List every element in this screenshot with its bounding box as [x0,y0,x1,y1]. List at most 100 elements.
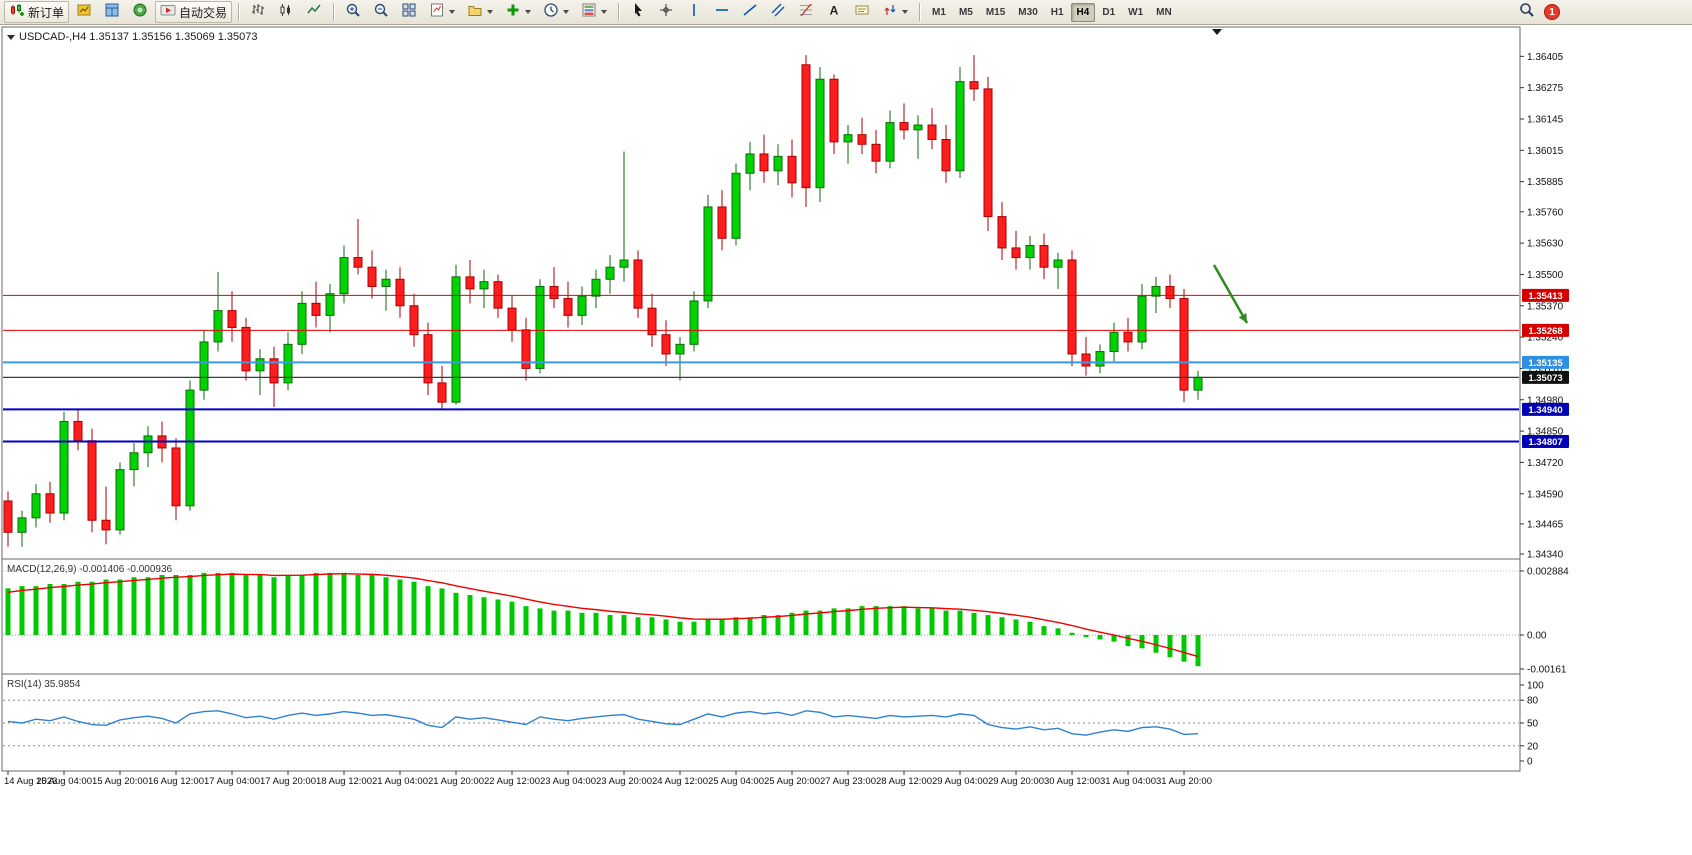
chart-menu-icon[interactable] [7,34,15,40]
timeframe-button-m15[interactable]: M15 [985,6,1006,18]
chart-shift-marker[interactable] [1212,29,1222,35]
price-axis-label: 1.34340 [1527,550,1564,561]
price-axis-label: 1.34980 [1527,395,1564,406]
vertical-line-button[interactable] [681,1,707,23]
candles-layer [3,55,1203,547]
candle [1179,288,1189,403]
candle [927,108,937,150]
chart-header: USDCAD-,H4 1.35137 1.35156 1.35069 1.350… [7,31,258,43]
crosshair-button[interactable] [653,1,679,23]
zoom-in-button[interactable] [340,1,366,23]
timeframe-button-d1[interactable]: D1 [1102,6,1116,18]
timeframe-button-h4[interactable]: H4 [1070,2,1096,22]
text-icon: A [826,2,842,23]
search-icon[interactable] [1519,2,1535,23]
hlines-layer: 1.35413 1.35268 1.35135 1.34940 1.34807 1.350… [3,288,1569,448]
timeframe-button-mn[interactable]: MN [1156,6,1172,18]
toolbar-separator [919,3,921,21]
line-chart-icon [306,2,322,23]
candle [255,349,265,395]
candle [73,409,83,451]
arrows-icon [882,2,898,23]
price-axis-label: 1.34590 [1527,489,1564,500]
candle [983,76,993,232]
new-order-button[interactable]: 新订单 [4,1,70,23]
new-chart-button[interactable] [424,1,460,23]
time-axis-label: 23 Aug 20:00 [596,776,652,787]
time-axis-label: 31 Aug 04:00 [1100,776,1156,787]
navigator-button[interactable] [127,1,153,23]
macd-layer: MACD(12,26,9) -0.001406 -0.000936 0.00288… [3,564,1569,676]
bar-chart-button[interactable] [245,1,271,23]
timeframe-button-m5[interactable]: M5 [958,6,973,18]
candle [647,293,657,347]
price-chart[interactable]: 1.36405 1.36275 1.36145 1.36015 1.35885 1.357… [0,25,1692,855]
autotrading-button[interactable]: 自动交易 [155,1,233,23]
horizontal-line-icon [714,2,730,23]
toolbar-right: 1 [1519,2,1688,23]
chart-frames [1,26,1521,772]
market-watch-button[interactable] [71,1,97,23]
candle [619,151,629,282]
time-axis-label: 25 Aug 04:00 [708,776,764,787]
timeframe-button-m30[interactable]: M30 [1018,6,1038,18]
time-axis-label: 30 Aug 12:00 [1044,776,1100,787]
arrow-object[interactable] [1212,264,1249,324]
candle [591,269,601,309]
indicators-button[interactable] [500,1,536,23]
bar-chart-icon [250,2,266,23]
data-window-icon [104,2,120,23]
text-label-button[interactable] [849,1,875,23]
candle [633,250,643,318]
chart-window[interactable]: USDCAD-,H4 1.35137 1.35156 1.35069 1.350… [0,25,1692,855]
channel-button[interactable] [765,1,791,23]
text-button[interactable]: A [821,1,847,23]
candle [199,329,209,400]
candle [297,291,307,354]
candle [549,267,559,309]
zoom-out-icon [373,2,389,23]
periods-button[interactable] [538,1,574,23]
candle [381,269,391,311]
time-axis-label: 25 Aug 20:00 [764,776,820,787]
candle [1039,233,1049,280]
data-window-button[interactable] [99,1,125,23]
tile-windows-button[interactable] [396,1,422,23]
price-tag [1522,355,1569,369]
candle [353,219,363,275]
profiles-icon [467,2,483,23]
candle [787,139,797,198]
candle [87,428,97,533]
time-axis-label: 14 Aug 2023 [4,776,57,787]
candle [731,163,741,246]
templates-button[interactable] [576,1,612,23]
rsi-axis-label: 100 [1527,681,1544,692]
arrows-button[interactable] [877,1,913,23]
candle [185,380,195,511]
zoom-out-button[interactable] [368,1,394,23]
chevron-down-icon [902,10,909,14]
line-chart-button[interactable] [301,1,327,23]
cursor-button[interactable] [625,1,651,23]
toolbar-separator [618,3,620,21]
candle [45,481,55,523]
profiles-button[interactable] [462,1,498,23]
price-axis-label: 1.36145 [1527,114,1564,125]
new-chart-icon [429,2,445,23]
timeframe-button-h1[interactable]: H1 [1050,6,1064,18]
candle [577,286,587,326]
candle [899,103,909,140]
timeframe-button-w1[interactable]: W1 [1128,6,1144,18]
trendline-button[interactable] [737,1,763,23]
time-axis-label: 29 Aug 20:00 [988,776,1044,787]
timeframe-button-m1[interactable]: M1 [932,6,946,18]
candlestick-chart-button[interactable] [273,1,299,23]
price-tag [1522,288,1569,302]
candle [283,332,293,391]
fibonacci-button[interactable] [793,1,819,23]
notification-badge[interactable]: 1 [1544,4,1560,20]
candle [241,317,251,381]
price-axis-label: 1.34720 [1527,458,1564,469]
horizontal-line-button[interactable] [709,1,735,23]
candle [31,484,41,528]
